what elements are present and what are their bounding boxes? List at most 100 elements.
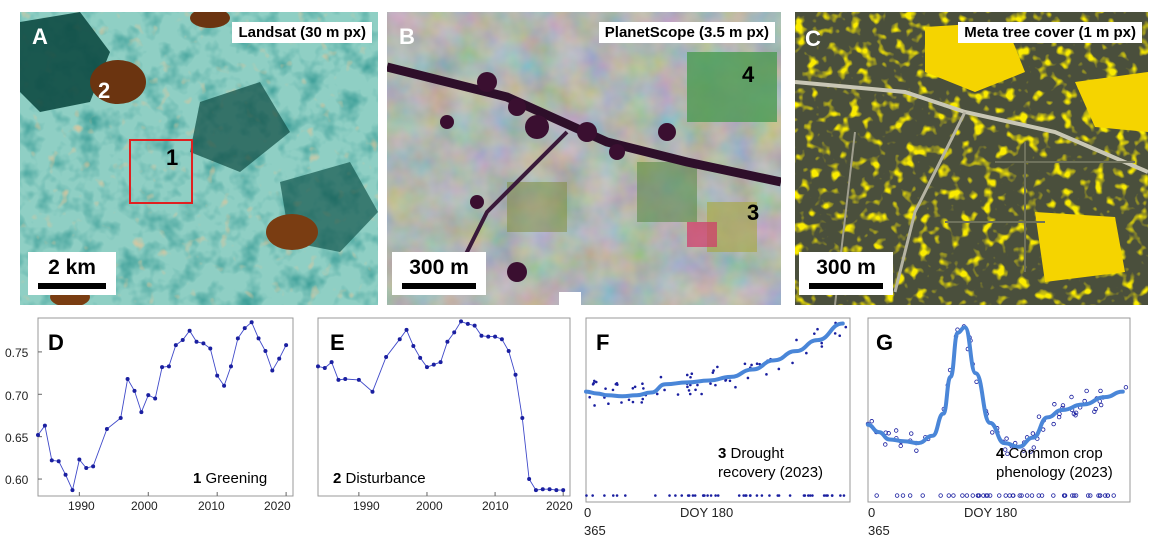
observation-point <box>893 428 899 433</box>
data-point <box>316 364 320 369</box>
flagged-point <box>624 494 627 497</box>
data-point <box>56 459 61 464</box>
data-point <box>77 457 82 462</box>
flagged-point <box>964 493 970 498</box>
observation-point <box>805 351 808 355</box>
data-point <box>284 343 289 348</box>
flagged-point <box>997 493 1002 498</box>
data-point <box>91 464 96 469</box>
flagged-point <box>874 493 879 498</box>
flagged-point <box>970 493 975 498</box>
flagged-point <box>808 494 812 497</box>
plot-frame <box>317 317 571 497</box>
data-point <box>472 323 477 328</box>
flagged-point <box>1010 493 1016 498</box>
observation-point <box>659 375 663 379</box>
plot-d-caption: 1 Greening <box>193 470 267 487</box>
data-point <box>561 488 566 493</box>
plot-e-chart <box>316 317 571 497</box>
y-tick-label: 0.60 <box>5 473 29 487</box>
observation-point <box>694 388 697 392</box>
fitted-curve <box>866 325 1125 449</box>
observation-point <box>886 431 891 436</box>
region-marker-1: 1 <box>166 145 179 170</box>
data-point <box>166 364 171 369</box>
observation-point <box>593 404 596 407</box>
flagged-point <box>1019 493 1024 498</box>
data-point <box>187 328 192 333</box>
flagged-point <box>706 494 709 497</box>
observation-point <box>592 379 596 383</box>
data-point <box>370 389 375 394</box>
series-line <box>37 321 287 492</box>
series-line <box>317 320 564 491</box>
observation-point <box>1028 449 1033 454</box>
data-point <box>160 365 165 370</box>
scale-bar-b: 300 m <box>392 252 486 295</box>
data-point <box>146 393 151 398</box>
x-tick-label: 2020 <box>546 499 573 513</box>
observation-point <box>791 361 794 365</box>
plot-f-caption: 3 Drought recovery (2023) <box>718 444 823 482</box>
data-point <box>479 333 484 338</box>
flagged-point <box>709 494 713 497</box>
flagged-point <box>1105 493 1110 498</box>
flagged-point <box>802 494 806 497</box>
observation-point <box>1098 388 1103 394</box>
flagged-point <box>951 493 956 498</box>
plot-frame <box>585 317 851 503</box>
observation-point <box>607 402 610 406</box>
observation-point <box>743 362 747 366</box>
flagged-point <box>806 494 810 497</box>
panel-c-tree-cover-image: C Meta tree cover (1 m px) 300 m <box>795 12 1148 305</box>
flagged-point <box>1039 493 1045 498</box>
x-tick-label: 2020 <box>264 499 291 513</box>
data-point <box>452 330 457 335</box>
observation-point <box>640 401 644 404</box>
plot-e: E 1990 2000 2010 2020 2 Disturbance <box>300 312 582 545</box>
observation-point <box>1052 402 1057 407</box>
flagged-point <box>946 493 951 498</box>
plot-f-letter: F <box>596 330 610 355</box>
observation-point <box>838 334 842 338</box>
observation-point <box>620 401 623 404</box>
flagged-point <box>611 494 615 497</box>
data-point <box>499 337 504 342</box>
flagged-point <box>1070 493 1075 498</box>
data-point <box>322 366 327 371</box>
observation-point <box>676 393 680 396</box>
data-point <box>336 377 341 382</box>
data-point <box>36 432 40 437</box>
scale-line-b <box>402 283 476 289</box>
flagged-point <box>1071 493 1077 498</box>
data-point <box>329 360 334 365</box>
plot-e-number: 2 <box>333 470 342 487</box>
x-tick-label: 0 <box>584 505 592 520</box>
flagged-point <box>760 494 764 497</box>
data-point <box>277 356 282 361</box>
data-point <box>125 377 130 382</box>
observation-point <box>1031 445 1036 450</box>
panel-b-title: PlanetScope (3.5 m px) <box>598 22 775 43</box>
data-point <box>513 372 518 377</box>
data-point <box>270 368 275 373</box>
data-point <box>397 337 402 342</box>
data-point <box>222 383 227 388</box>
observation-point <box>816 327 819 331</box>
flagged-point <box>830 494 834 497</box>
flagged-point <box>693 494 697 497</box>
scale-bar-a: 2 km <box>28 252 116 295</box>
data-point <box>173 343 178 348</box>
observation-point <box>1004 436 1009 441</box>
y-tick-label: 0.75 <box>5 346 29 360</box>
data-point <box>418 355 423 360</box>
observation-point <box>700 392 703 396</box>
flagged-point <box>976 493 982 498</box>
data-point <box>49 458 54 463</box>
flagged-point <box>985 493 990 498</box>
observation-point <box>746 376 750 380</box>
data-point <box>424 365 429 370</box>
observation-point <box>1005 451 1010 457</box>
flagged-point <box>842 494 846 497</box>
plot-d-chart <box>36 317 294 497</box>
